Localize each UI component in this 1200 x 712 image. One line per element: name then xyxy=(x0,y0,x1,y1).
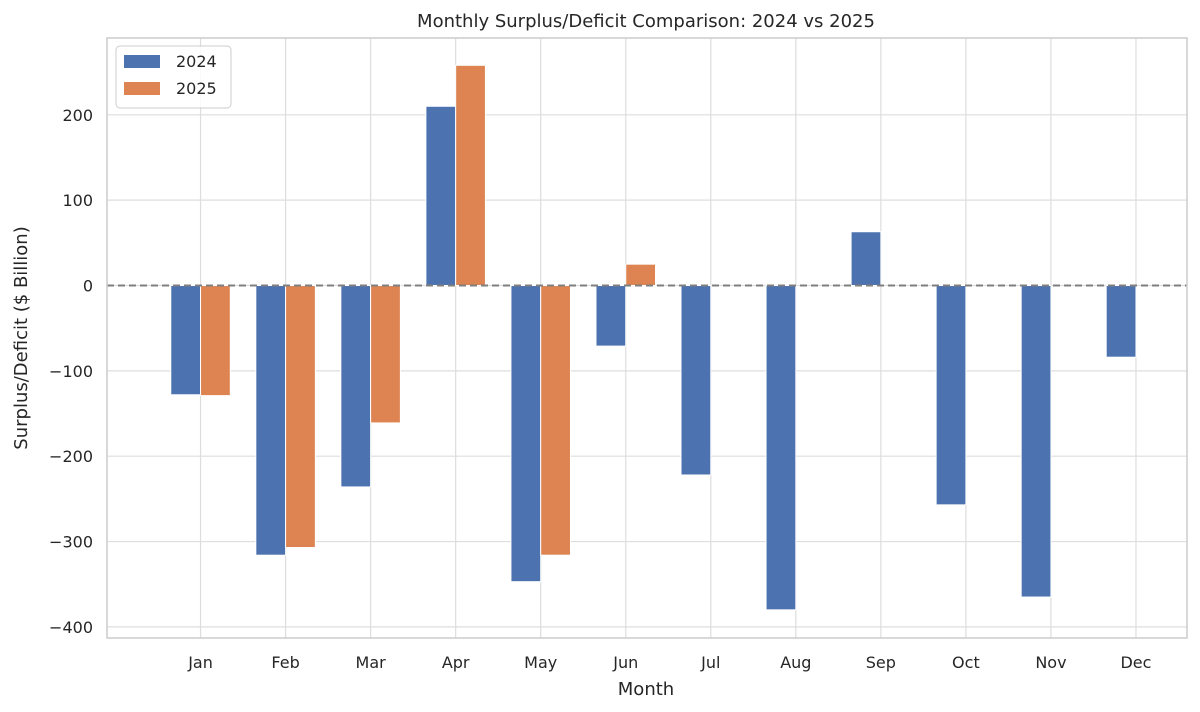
bar-2024-jul xyxy=(680,285,712,476)
bar-2024-apr xyxy=(425,105,457,287)
x-tick-label-nov: Nov xyxy=(1035,653,1066,672)
legend: 2024 2025 xyxy=(115,45,232,109)
x-tick-label-jul: Jul xyxy=(700,653,720,672)
plot-frame xyxy=(106,37,1188,639)
y-tick-label: −200 xyxy=(49,447,93,466)
bar-2024-sep xyxy=(850,231,882,287)
y-tick-label: −100 xyxy=(49,362,93,381)
bar-2025-apr xyxy=(455,64,486,287)
y-tick-label: 0 xyxy=(83,277,93,296)
y-tick-label: −300 xyxy=(49,533,93,552)
y-tick-label: −400 xyxy=(49,618,93,637)
legend-swatch-2024 xyxy=(124,55,160,68)
x-axis-ticks: Jan Feb Mar Apr May Jun Jul Aug Sep Oct Nov Dec xyxy=(187,653,1151,672)
bar-2025-jun xyxy=(625,263,657,287)
bar-2025-feb xyxy=(285,285,316,549)
x-tick-label-may: May xyxy=(524,653,557,672)
x-axis-label: Month xyxy=(618,679,674,700)
bar-2024-jan xyxy=(170,285,202,396)
bar-2024-nov xyxy=(1020,285,1052,598)
x-tick-label-oct: Oct xyxy=(952,653,980,672)
bar-2024-dec xyxy=(1105,285,1137,358)
bars xyxy=(170,64,1137,611)
bar-2025-may xyxy=(540,285,571,556)
x-tick-label-jun: Jun xyxy=(612,653,638,672)
y-axis-label: Surplus/Deficit ($ Billion) xyxy=(11,226,32,449)
legend-label-2025: 2025 xyxy=(176,79,217,98)
bar-2024-aug xyxy=(765,285,797,611)
bar-2024-may xyxy=(510,285,542,583)
bar-2024-feb xyxy=(255,285,287,556)
y-tick-label: 200 xyxy=(62,106,93,125)
bar-2024-jun xyxy=(595,285,627,347)
bar-2025-mar xyxy=(370,285,401,424)
bar-2025-jan xyxy=(200,285,231,397)
x-tick-label-jan: Jan xyxy=(187,653,213,672)
legend-label-2024: 2024 xyxy=(176,52,217,71)
y-tick-label: 100 xyxy=(62,191,93,210)
x-tick-label-mar: Mar xyxy=(356,653,387,672)
x-tick-label-sep: Sep xyxy=(866,653,896,672)
x-tick-label-dec: Dec xyxy=(1120,653,1151,672)
y-axis-ticks: −400 −300 −200 −100 0 100 200 xyxy=(49,106,93,637)
bar-2024-mar xyxy=(340,285,372,488)
chart-title: Monthly Surplus/Deficit Comparison: 2024… xyxy=(417,11,875,32)
legend-swatch-2025 xyxy=(124,82,160,95)
bar-2024-oct xyxy=(935,285,967,506)
x-tick-label-feb: Feb xyxy=(271,653,299,672)
x-tick-label-apr: Apr xyxy=(442,653,470,672)
x-tick-label-aug: Aug xyxy=(780,653,811,672)
